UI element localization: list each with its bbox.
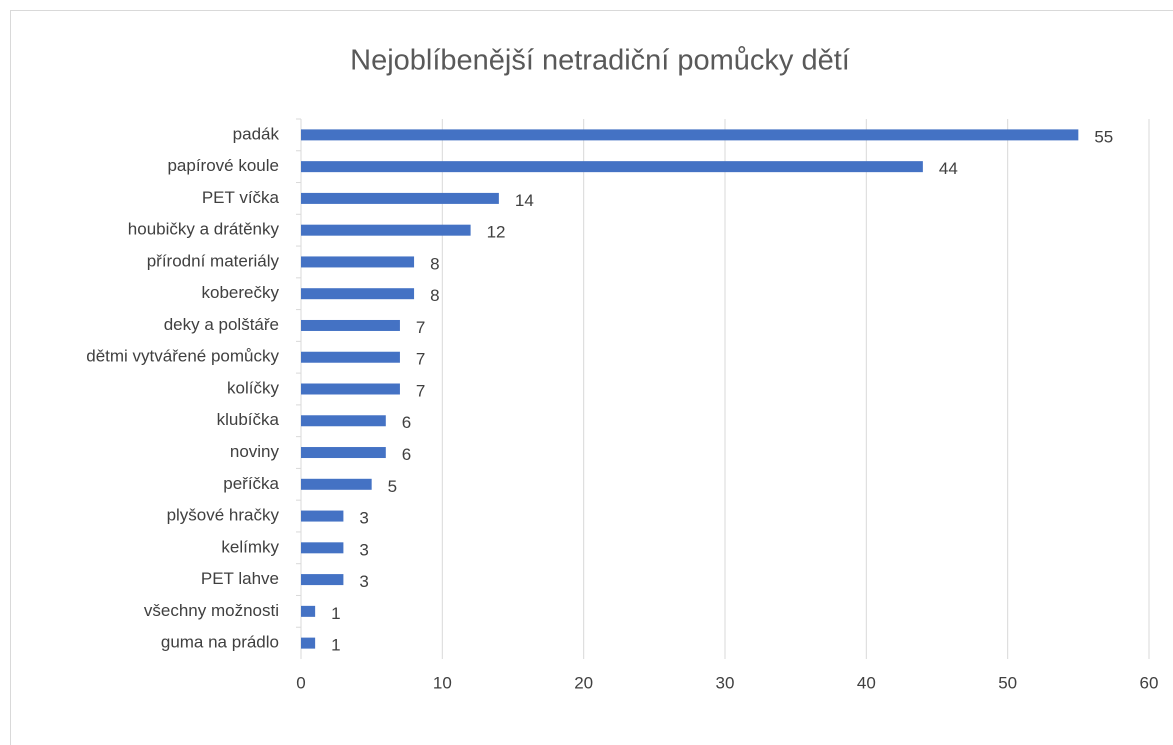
y-tick-label: kolíčky bbox=[227, 378, 279, 397]
y-tick-label: všechny možnosti bbox=[144, 601, 279, 620]
data-label: 6 bbox=[402, 445, 411, 464]
data-label: 8 bbox=[430, 254, 439, 273]
bar bbox=[301, 288, 415, 300]
bar bbox=[301, 224, 471, 236]
y-tick-label: peříčka bbox=[223, 474, 279, 493]
chart-title: Nejoblíbenější netradiční pomůcky dětí bbox=[350, 45, 850, 77]
data-label: 1 bbox=[331, 604, 340, 623]
data-label: 7 bbox=[416, 318, 425, 337]
y-tick-label: padák bbox=[233, 124, 280, 143]
y-tick-label: noviny bbox=[230, 442, 280, 461]
bar bbox=[301, 510, 344, 522]
bar bbox=[301, 192, 499, 204]
data-label: 7 bbox=[416, 381, 425, 400]
bar bbox=[301, 415, 386, 427]
y-tick-label: klubíčka bbox=[217, 410, 280, 429]
data-label: 14 bbox=[515, 191, 534, 210]
data-label: 7 bbox=[416, 350, 425, 369]
y-tick-label: dětmi vytvářené pomůcky bbox=[86, 347, 279, 366]
data-label: 8 bbox=[430, 286, 439, 305]
y-tick-label: papírové koule bbox=[167, 156, 279, 175]
bar bbox=[301, 637, 316, 649]
data-label: 55 bbox=[1094, 127, 1113, 146]
bar bbox=[301, 351, 400, 363]
bar bbox=[301, 383, 400, 395]
y-tick-label: PET lahve bbox=[201, 569, 279, 588]
data-label: 5 bbox=[388, 477, 397, 496]
y-tick-label: deky a polštáře bbox=[164, 315, 279, 334]
x-tick-label: 30 bbox=[716, 673, 735, 692]
x-tick-label: 50 bbox=[998, 673, 1017, 692]
x-tick-label: 60 bbox=[1140, 673, 1159, 692]
y-tick-label: houbičky a drátěnky bbox=[128, 220, 280, 239]
data-label: 3 bbox=[359, 572, 368, 591]
data-label: 44 bbox=[939, 159, 958, 178]
x-tick-label: 10 bbox=[433, 673, 452, 692]
y-tick-label: koberečky bbox=[202, 283, 280, 302]
y-tick-label: guma na prádlo bbox=[161, 633, 279, 652]
x-tick-label: 0 bbox=[296, 673, 305, 692]
y-tick-label: přírodní materiály bbox=[147, 251, 280, 270]
bar bbox=[301, 319, 400, 331]
bar bbox=[301, 161, 923, 173]
data-label: 6 bbox=[402, 413, 411, 432]
y-tick-label: plyšové hračky bbox=[167, 506, 280, 525]
x-tick-label: 20 bbox=[574, 673, 593, 692]
bar bbox=[301, 478, 372, 490]
x-tick-label: 40 bbox=[857, 673, 876, 692]
bar bbox=[301, 542, 344, 554]
y-tick-label: kelímky bbox=[221, 537, 279, 556]
bar bbox=[301, 256, 415, 268]
data-label: 1 bbox=[331, 636, 340, 655]
y-tick-label: PET víčka bbox=[202, 188, 280, 207]
bar bbox=[301, 574, 344, 586]
bar bbox=[301, 605, 316, 617]
bar bbox=[301, 129, 1079, 141]
data-label: 12 bbox=[487, 223, 506, 242]
data-label: 3 bbox=[359, 540, 368, 559]
bar bbox=[301, 447, 386, 459]
data-label: 3 bbox=[359, 509, 368, 528]
